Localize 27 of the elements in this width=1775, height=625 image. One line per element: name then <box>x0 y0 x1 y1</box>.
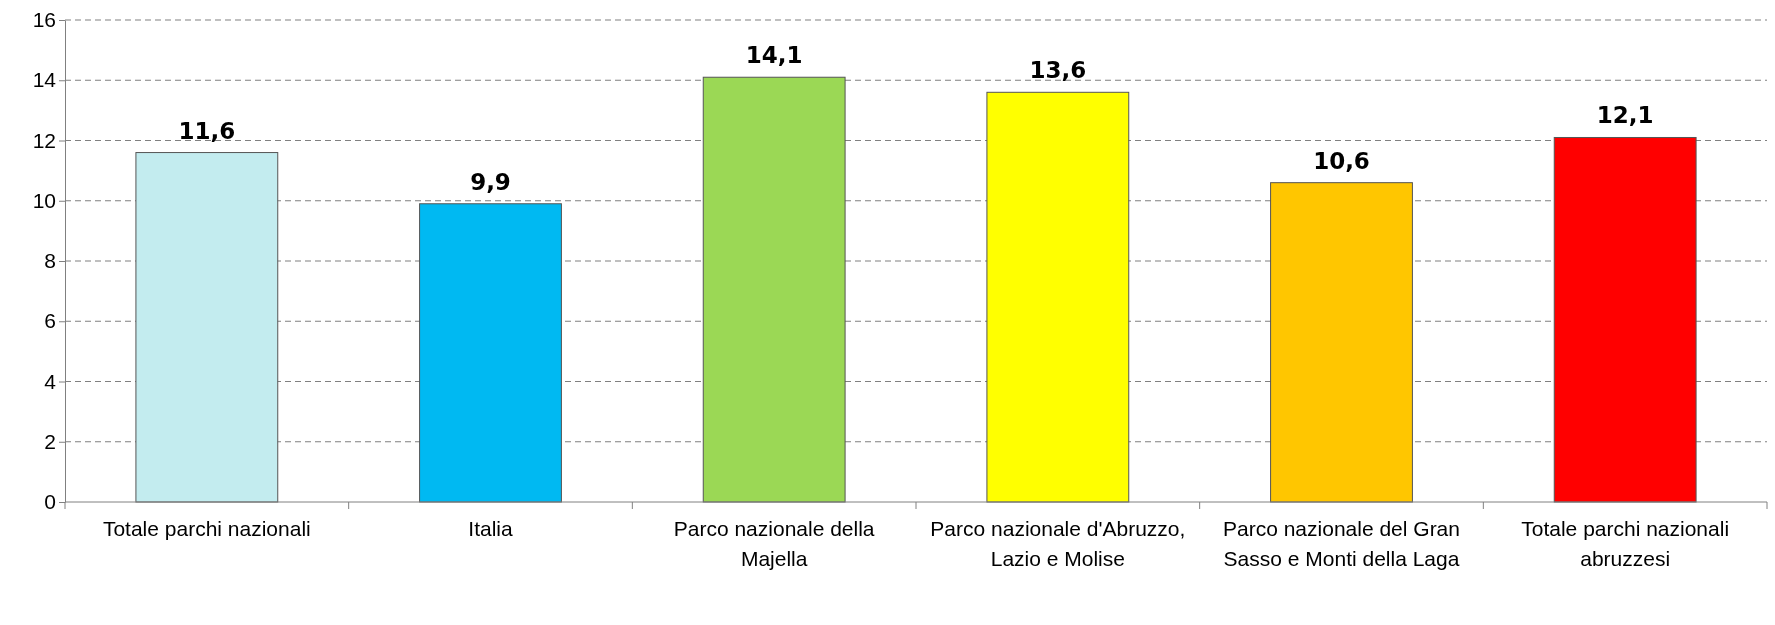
data-label: 10,6 <box>1313 147 1370 174</box>
data-label: 14,1 <box>745 42 803 69</box>
y-tick-label: 12 <box>32 128 56 152</box>
bar <box>702 76 846 503</box>
bar <box>419 203 562 503</box>
data-label: 13,6 <box>1029 57 1087 84</box>
y-tick-label: 10 <box>32 188 56 212</box>
data-label: 11,6 <box>178 117 236 144</box>
data-label: 12,1 <box>1596 102 1654 129</box>
data-label: 9,9 <box>470 168 511 195</box>
x-tick-label: Totale parchi nazionali <box>102 517 311 540</box>
y-tick-label: 0 <box>44 490 56 514</box>
bar <box>1270 182 1413 503</box>
bar <box>1553 136 1697 503</box>
y-tick-label: 2 <box>44 429 56 453</box>
bar <box>986 91 1130 503</box>
y-tick-label: 6 <box>44 309 56 333</box>
y-tick-label: 4 <box>44 369 57 393</box>
x-tick-label: Parco nazionale della Majella <box>673 517 875 570</box>
x-tick-label: Italia <box>468 517 513 540</box>
x-tick-label: Parco nazionale del Gran Sasso e Monti della Laga <box>1223 517 1460 570</box>
y-tick-label: 14 <box>32 68 57 92</box>
x-tick-label: Parco nazionale d'Abruzzo, Lazio e Molise <box>930 517 1186 570</box>
bar <box>135 152 279 503</box>
x-tick-label: Totale parchi nazionali abruzzesi <box>1521 517 1730 570</box>
y-tick-label: 8 <box>44 249 56 273</box>
y-tick-label: 16 <box>32 8 56 32</box>
